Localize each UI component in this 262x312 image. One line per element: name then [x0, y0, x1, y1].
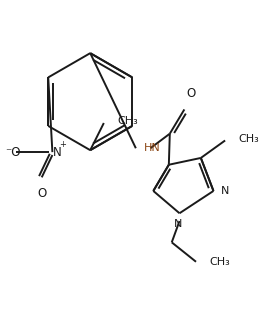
Text: ⁻O: ⁻O: [5, 146, 20, 158]
Text: CH₃: CH₃: [210, 257, 230, 267]
Text: +: +: [59, 140, 66, 149]
Text: HN: HN: [144, 143, 160, 153]
Text: N: N: [173, 219, 182, 229]
Text: O: O: [37, 187, 46, 200]
Text: O: O: [186, 87, 195, 100]
Text: CH₃: CH₃: [117, 116, 138, 126]
Text: N: N: [221, 186, 230, 196]
Text: N: N: [52, 146, 61, 158]
Text: CH₃: CH₃: [239, 134, 259, 144]
